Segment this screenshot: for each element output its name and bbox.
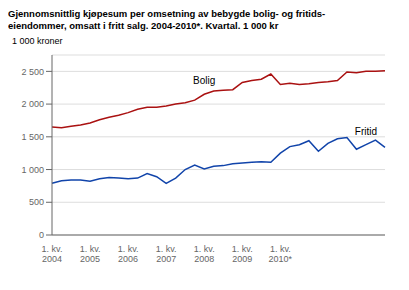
svg-text:Fritid: Fritid [355, 126, 377, 137]
svg-text:1 000: 1 000 [21, 165, 44, 175]
svg-text:1. kv.2006: 1. kv.2006 [118, 244, 139, 264]
svg-text:2 500: 2 500 [21, 67, 44, 77]
svg-text:1. kv.2005: 1. kv.2005 [80, 244, 101, 264]
svg-text:Bolig: Bolig [193, 75, 215, 86]
svg-text:1. kv.2010*: 1. kv.2010* [269, 244, 293, 264]
html-text:1 000 kroner: 1 000 kroner [12, 36, 63, 46]
svg-text:1 500: 1 500 [21, 132, 44, 142]
svg-text:1. kv.2007: 1. kv.2007 [156, 244, 177, 264]
svg-text:500: 500 [29, 197, 44, 207]
html-text:Gjennomsnittlig kjøpesum per o: Gjennomsnittlig kjøpesum per omsetning a… [8, 8, 326, 31]
svg-text:0: 0 [39, 230, 44, 240]
svg-text:1. kv.2009: 1. kv.2009 [232, 244, 253, 264]
svg-text:1. kv.2008: 1. kv.2008 [194, 244, 215, 264]
svg-text:1. kv.2004: 1. kv.2004 [42, 244, 63, 264]
svg-text:2 000: 2 000 [21, 99, 44, 109]
